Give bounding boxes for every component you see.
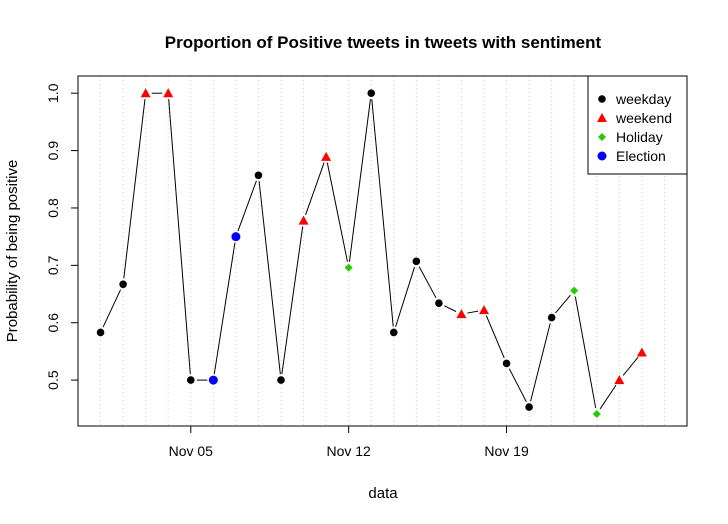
series-line-group bbox=[102, 92, 639, 410]
legend-marker-weekday bbox=[598, 95, 606, 103]
data-point-weekday bbox=[277, 376, 285, 384]
series-line-segment bbox=[326, 162, 348, 262]
data-point-holiday bbox=[344, 263, 353, 272]
x-tick-label: Nov 19 bbox=[484, 443, 529, 459]
series-line-segment bbox=[530, 323, 551, 402]
data-point-weekend bbox=[479, 305, 489, 315]
series-line-segment bbox=[467, 310, 479, 314]
series-line-segment bbox=[168, 99, 191, 375]
legend-item-weekday: weekday bbox=[598, 91, 671, 107]
series-line-segment bbox=[102, 289, 122, 328]
data-point-weekday bbox=[525, 403, 533, 411]
data-point-weekday bbox=[389, 328, 398, 337]
legend: weekday weekend Holiday Election bbox=[587, 75, 688, 175]
data-point-weekend bbox=[140, 88, 151, 98]
y-tick-label: 0.9 bbox=[45, 141, 61, 161]
series-line-segment bbox=[418, 266, 437, 299]
data-point-weekend bbox=[163, 88, 174, 98]
series-line-segment bbox=[348, 99, 371, 262]
data-point-weekday bbox=[367, 89, 376, 98]
y-axis-label: Probability of being positive bbox=[4, 160, 21, 343]
series-line-segment bbox=[237, 180, 257, 232]
data-point-election bbox=[231, 232, 241, 242]
legend-marker-weekend bbox=[597, 113, 607, 122]
legend-marker-holiday bbox=[598, 133, 606, 141]
x-tick-label: Nov 12 bbox=[326, 443, 371, 459]
y-tick-label: 0.8 bbox=[45, 198, 61, 218]
series-line-segment bbox=[508, 368, 527, 402]
series-line-segment bbox=[622, 356, 639, 376]
legend-label: weekday bbox=[615, 91, 671, 107]
data-point-weekday bbox=[254, 171, 263, 180]
series-line-segment bbox=[281, 226, 304, 375]
series-line-segment bbox=[305, 162, 325, 216]
data-point-holiday bbox=[570, 286, 579, 295]
legend-label: weekend bbox=[615, 110, 672, 126]
x-axis: Nov 05 Nov 12 Nov 19 bbox=[169, 425, 529, 459]
y-tick-label: 1.0 bbox=[45, 83, 61, 103]
data-points bbox=[96, 88, 647, 418]
series-line-segment bbox=[395, 266, 415, 327]
y-tick-label: 0.7 bbox=[45, 255, 61, 275]
series-line-segment bbox=[599, 384, 617, 410]
series-line-segment bbox=[258, 181, 281, 375]
series-line-segment bbox=[123, 99, 146, 279]
data-point-weekend bbox=[321, 151, 332, 161]
data-point-election bbox=[208, 375, 218, 385]
data-point-weekend bbox=[614, 375, 625, 385]
data-point-weekend bbox=[456, 309, 467, 319]
legend-label: Election bbox=[616, 148, 666, 164]
plot-area bbox=[77, 75, 688, 427]
data-point-weekday bbox=[119, 280, 127, 289]
data-point-weekday bbox=[435, 299, 443, 308]
series-line-segment bbox=[574, 296, 597, 409]
legend-item-holiday: Holiday bbox=[598, 129, 663, 145]
x-tick-label: Nov 05 bbox=[169, 443, 214, 459]
series-line-segment bbox=[485, 315, 505, 359]
y-tick-label: 0.6 bbox=[45, 313, 61, 333]
data-point-weekday bbox=[412, 257, 421, 266]
legend-item-election: Election bbox=[597, 148, 666, 164]
data-point-weekday bbox=[96, 328, 105, 337]
data-point-weekday bbox=[186, 376, 195, 384]
y-axis: 0.5 0.6 0.7 0.8 0.9 1.0 bbox=[45, 83, 79, 390]
data-point-weekday bbox=[502, 359, 511, 368]
legend-marker-election bbox=[597, 151, 607, 161]
legend-item-weekend: weekend bbox=[597, 110, 672, 126]
series-line-segment bbox=[371, 99, 394, 327]
x-axis-label: data bbox=[368, 485, 398, 502]
legend-label: Holiday bbox=[616, 129, 663, 145]
data-point-weekend bbox=[636, 347, 647, 357]
data-point-weekday bbox=[547, 313, 556, 322]
chart-title: Proportion of Positive tweets in tweets … bbox=[165, 33, 602, 52]
series-line-segment bbox=[213, 242, 236, 375]
y-tick-label: 0.5 bbox=[45, 370, 61, 390]
data-point-weekend bbox=[298, 215, 309, 225]
series-line-segment bbox=[444, 305, 457, 312]
grid-lines bbox=[100, 76, 665, 426]
data-point-holiday bbox=[592, 409, 601, 418]
series-line-segment bbox=[555, 294, 571, 314]
